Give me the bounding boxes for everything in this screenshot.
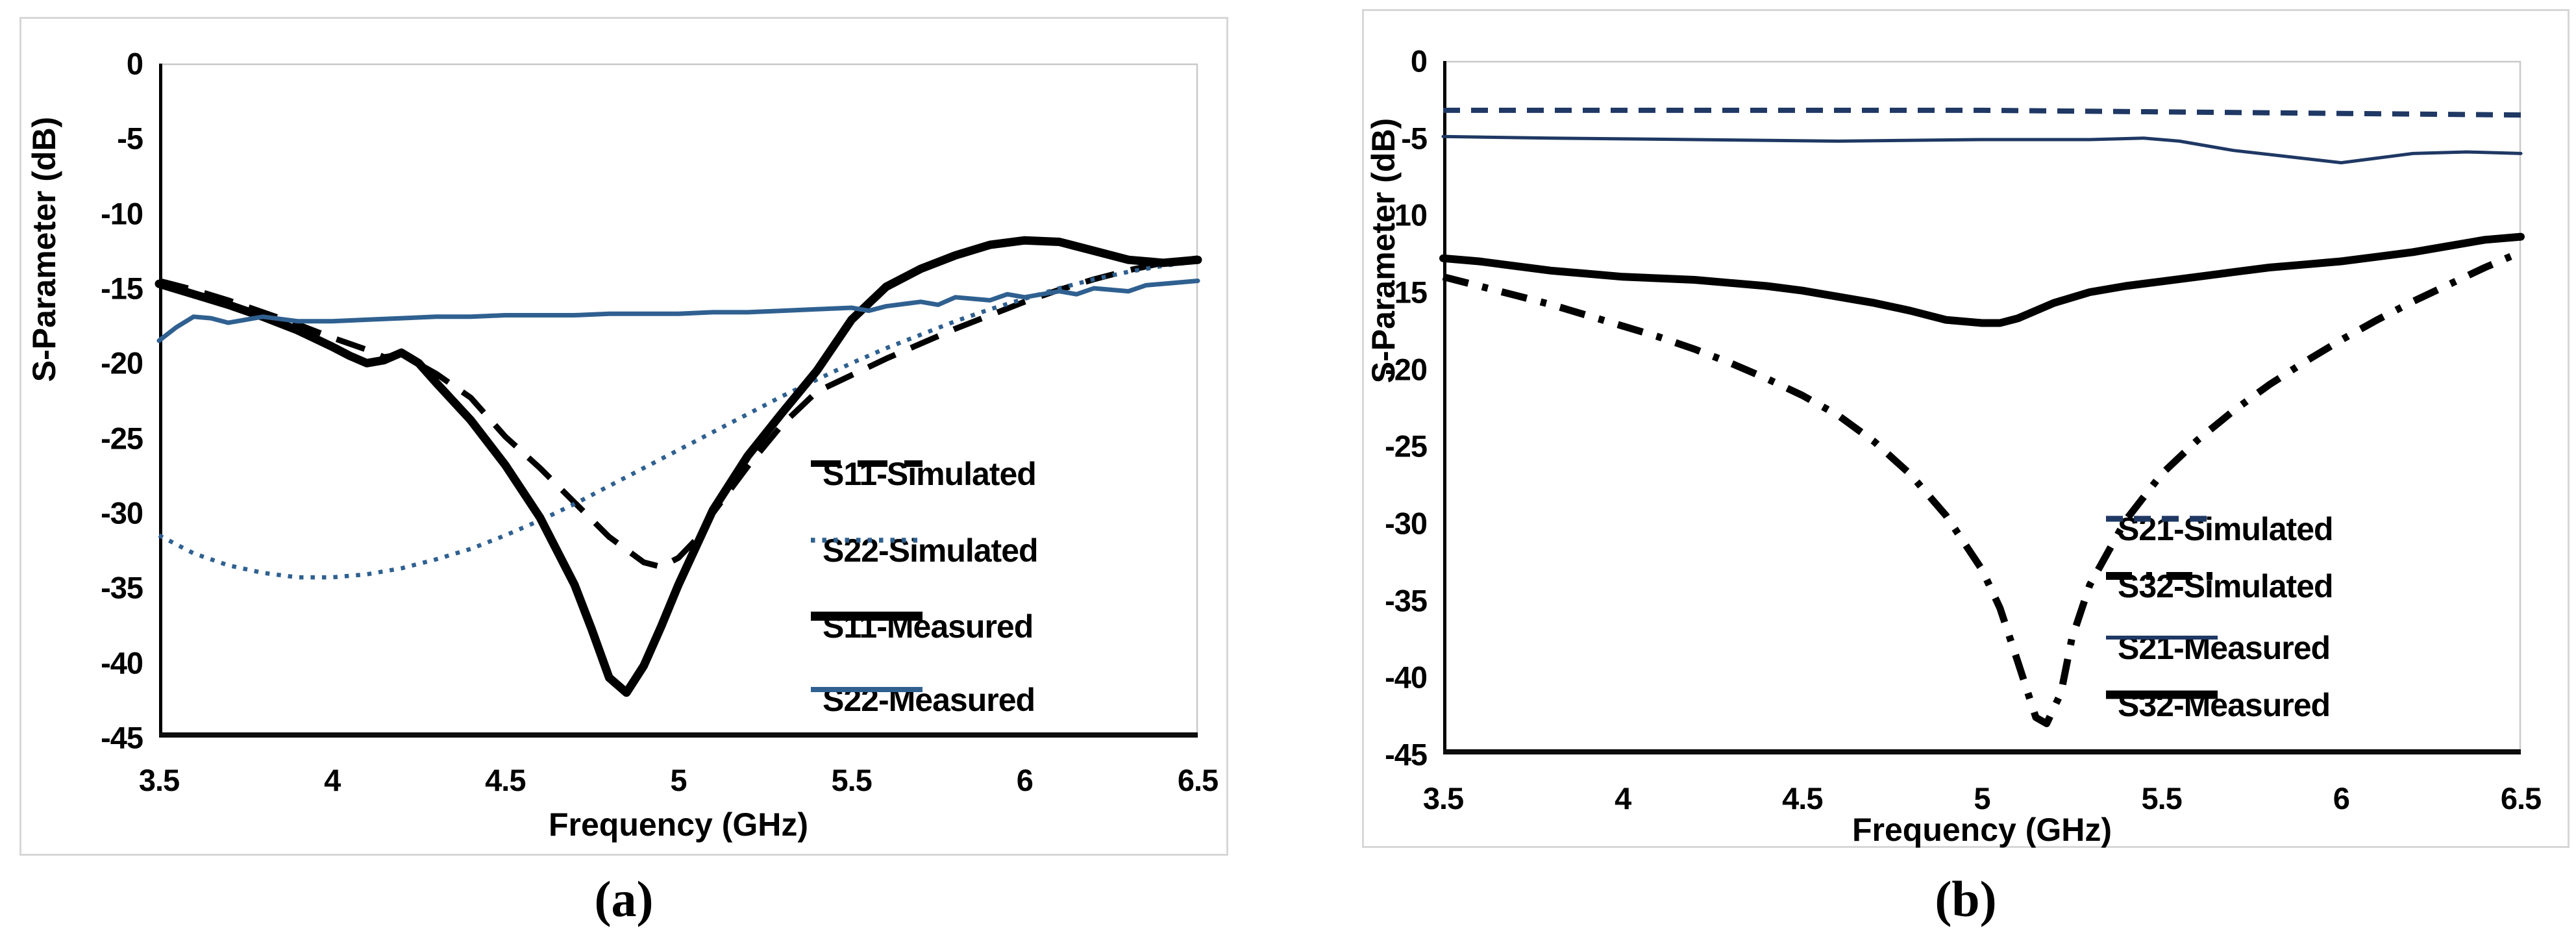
y-tick-label: -20 — [101, 345, 143, 380]
subfigure-caption-a: (a) — [594, 871, 654, 927]
legend-item-s22-simulated: S22-Simulated — [808, 534, 1039, 567]
chart-panel-a: S-Parameter (dB) 0 -5 -10 -15 -20 -25 -30 -35 -4… — [19, 17, 1228, 856]
y-tick-label: -45 — [1385, 737, 1428, 772]
x-tick-label: 4.5 — [1782, 781, 1823, 815]
legend-line-sample-icon — [2106, 572, 2218, 580]
y-tick-label: -25 — [101, 421, 143, 456]
legend-item-s11-measured: S11-Measured — [808, 610, 1034, 643]
x-tick-label: 6.5 — [2500, 781, 2542, 815]
y-tick-label: -35 — [101, 570, 143, 605]
chart-a-canvas — [155, 63, 1202, 738]
y-tick-label: -35 — [1385, 583, 1428, 618]
chart-panel-b: S-Parameter (dB) 0 -5 -10 -15 -20 -25 -30 -35 -4… — [1362, 9, 2570, 848]
curve-s32-simulated — [1442, 249, 2523, 727]
y-tick-label: -45 — [101, 720, 143, 755]
legend-line-sample-icon — [2106, 636, 2218, 640]
y-tick-label: -30 — [1385, 506, 1428, 541]
legend-line-sample-icon — [811, 687, 923, 692]
legend-item-s21-simulated: S21-Simulated — [2103, 511, 2334, 547]
y-tick-label: -20 — [1385, 352, 1428, 387]
x-tick-label: 6 — [1016, 763, 1034, 797]
legend-item-s11-simulated: S11-Simulated — [808, 458, 1037, 490]
legend-line-sample-icon — [2106, 516, 2218, 522]
subfigure-caption-b: (b) — [1935, 871, 1997, 927]
curve-s21-simulated — [1443, 107, 2521, 118]
y-tick-label: -10 — [1385, 197, 1428, 232]
legend-item-s32-measured: S32-Measured — [2103, 689, 2331, 721]
legend-item-s21-measured: S21-Measured — [2103, 632, 2331, 664]
legend-line-sample-icon — [2106, 690, 2218, 699]
x-tick-label: 3.5 — [138, 763, 180, 797]
y-tick-label: -40 — [101, 645, 143, 680]
y-tick-label: 0 — [126, 46, 143, 81]
curve-s21-measured — [1441, 134, 2523, 165]
y-tick-label: -15 — [101, 271, 143, 306]
x-tick-label: 3.5 — [1422, 781, 1464, 815]
chart-b-canvas — [1439, 60, 2525, 754]
x-tick-label: 4 — [324, 763, 341, 797]
curve-s11-simulated — [158, 255, 1198, 570]
x-tick-label: 4 — [1615, 781, 1631, 815]
y-tick-label: -30 — [101, 495, 143, 530]
curve-s32-measured — [1439, 232, 2525, 327]
plot-area-b: 0 -5 -10 -15 -20 -25 -30 -35 -40 -45 3.5 4 4.5 5 5.5 6 6… — [1385, 46, 2542, 814]
x-tick-label: 6 — [2333, 781, 2350, 815]
curve-s22-measured — [156, 279, 1200, 343]
curve-s11-measured — [155, 236, 1202, 697]
x-tick-label: 6.5 — [1177, 763, 1219, 797]
x-tick-label: 5.5 — [2141, 781, 2182, 815]
x-tick-label: 4.5 — [485, 763, 526, 797]
y-tick-label: -5 — [1401, 121, 1428, 156]
legend-line-sample-icon — [811, 460, 923, 467]
x-tick-label: 5 — [1974, 781, 1990, 815]
curve-s22-simulated — [158, 259, 1198, 580]
legend-line-sample-icon — [811, 612, 923, 621]
y-tick-label: 0 — [1410, 44, 1428, 79]
plot-area-a: 0 -5 -10 -15 -20 -25 -30 -35 -40 -45 3.5 4 4.5 5 5.5 6 6… — [101, 49, 1219, 796]
x-axis-title-a: Frequency (GHz) — [548, 806, 809, 843]
y-tick-label: -15 — [1385, 275, 1428, 310]
y-tick-label: -5 — [117, 121, 143, 156]
legend-line-sample-icon — [811, 538, 923, 543]
y-tick-label: -40 — [1385, 660, 1428, 695]
x-tick-label: 5 — [670, 763, 687, 797]
legend-item-s22-measured: S22-Measured — [808, 684, 1035, 716]
x-tick-label: 5.5 — [831, 763, 872, 797]
x-axis-title-b: Frequency (GHz) — [1852, 812, 2112, 848]
y-tick-label: -25 — [1385, 429, 1428, 464]
legend-label: S32-Simulated — [2118, 568, 2334, 604]
y-tick-label: -10 — [101, 196, 143, 231]
legend-item-s32-simulated: S32-Simulated — [2103, 568, 2334, 604]
legend-label: S21-Simulated — [2118, 511, 2334, 547]
